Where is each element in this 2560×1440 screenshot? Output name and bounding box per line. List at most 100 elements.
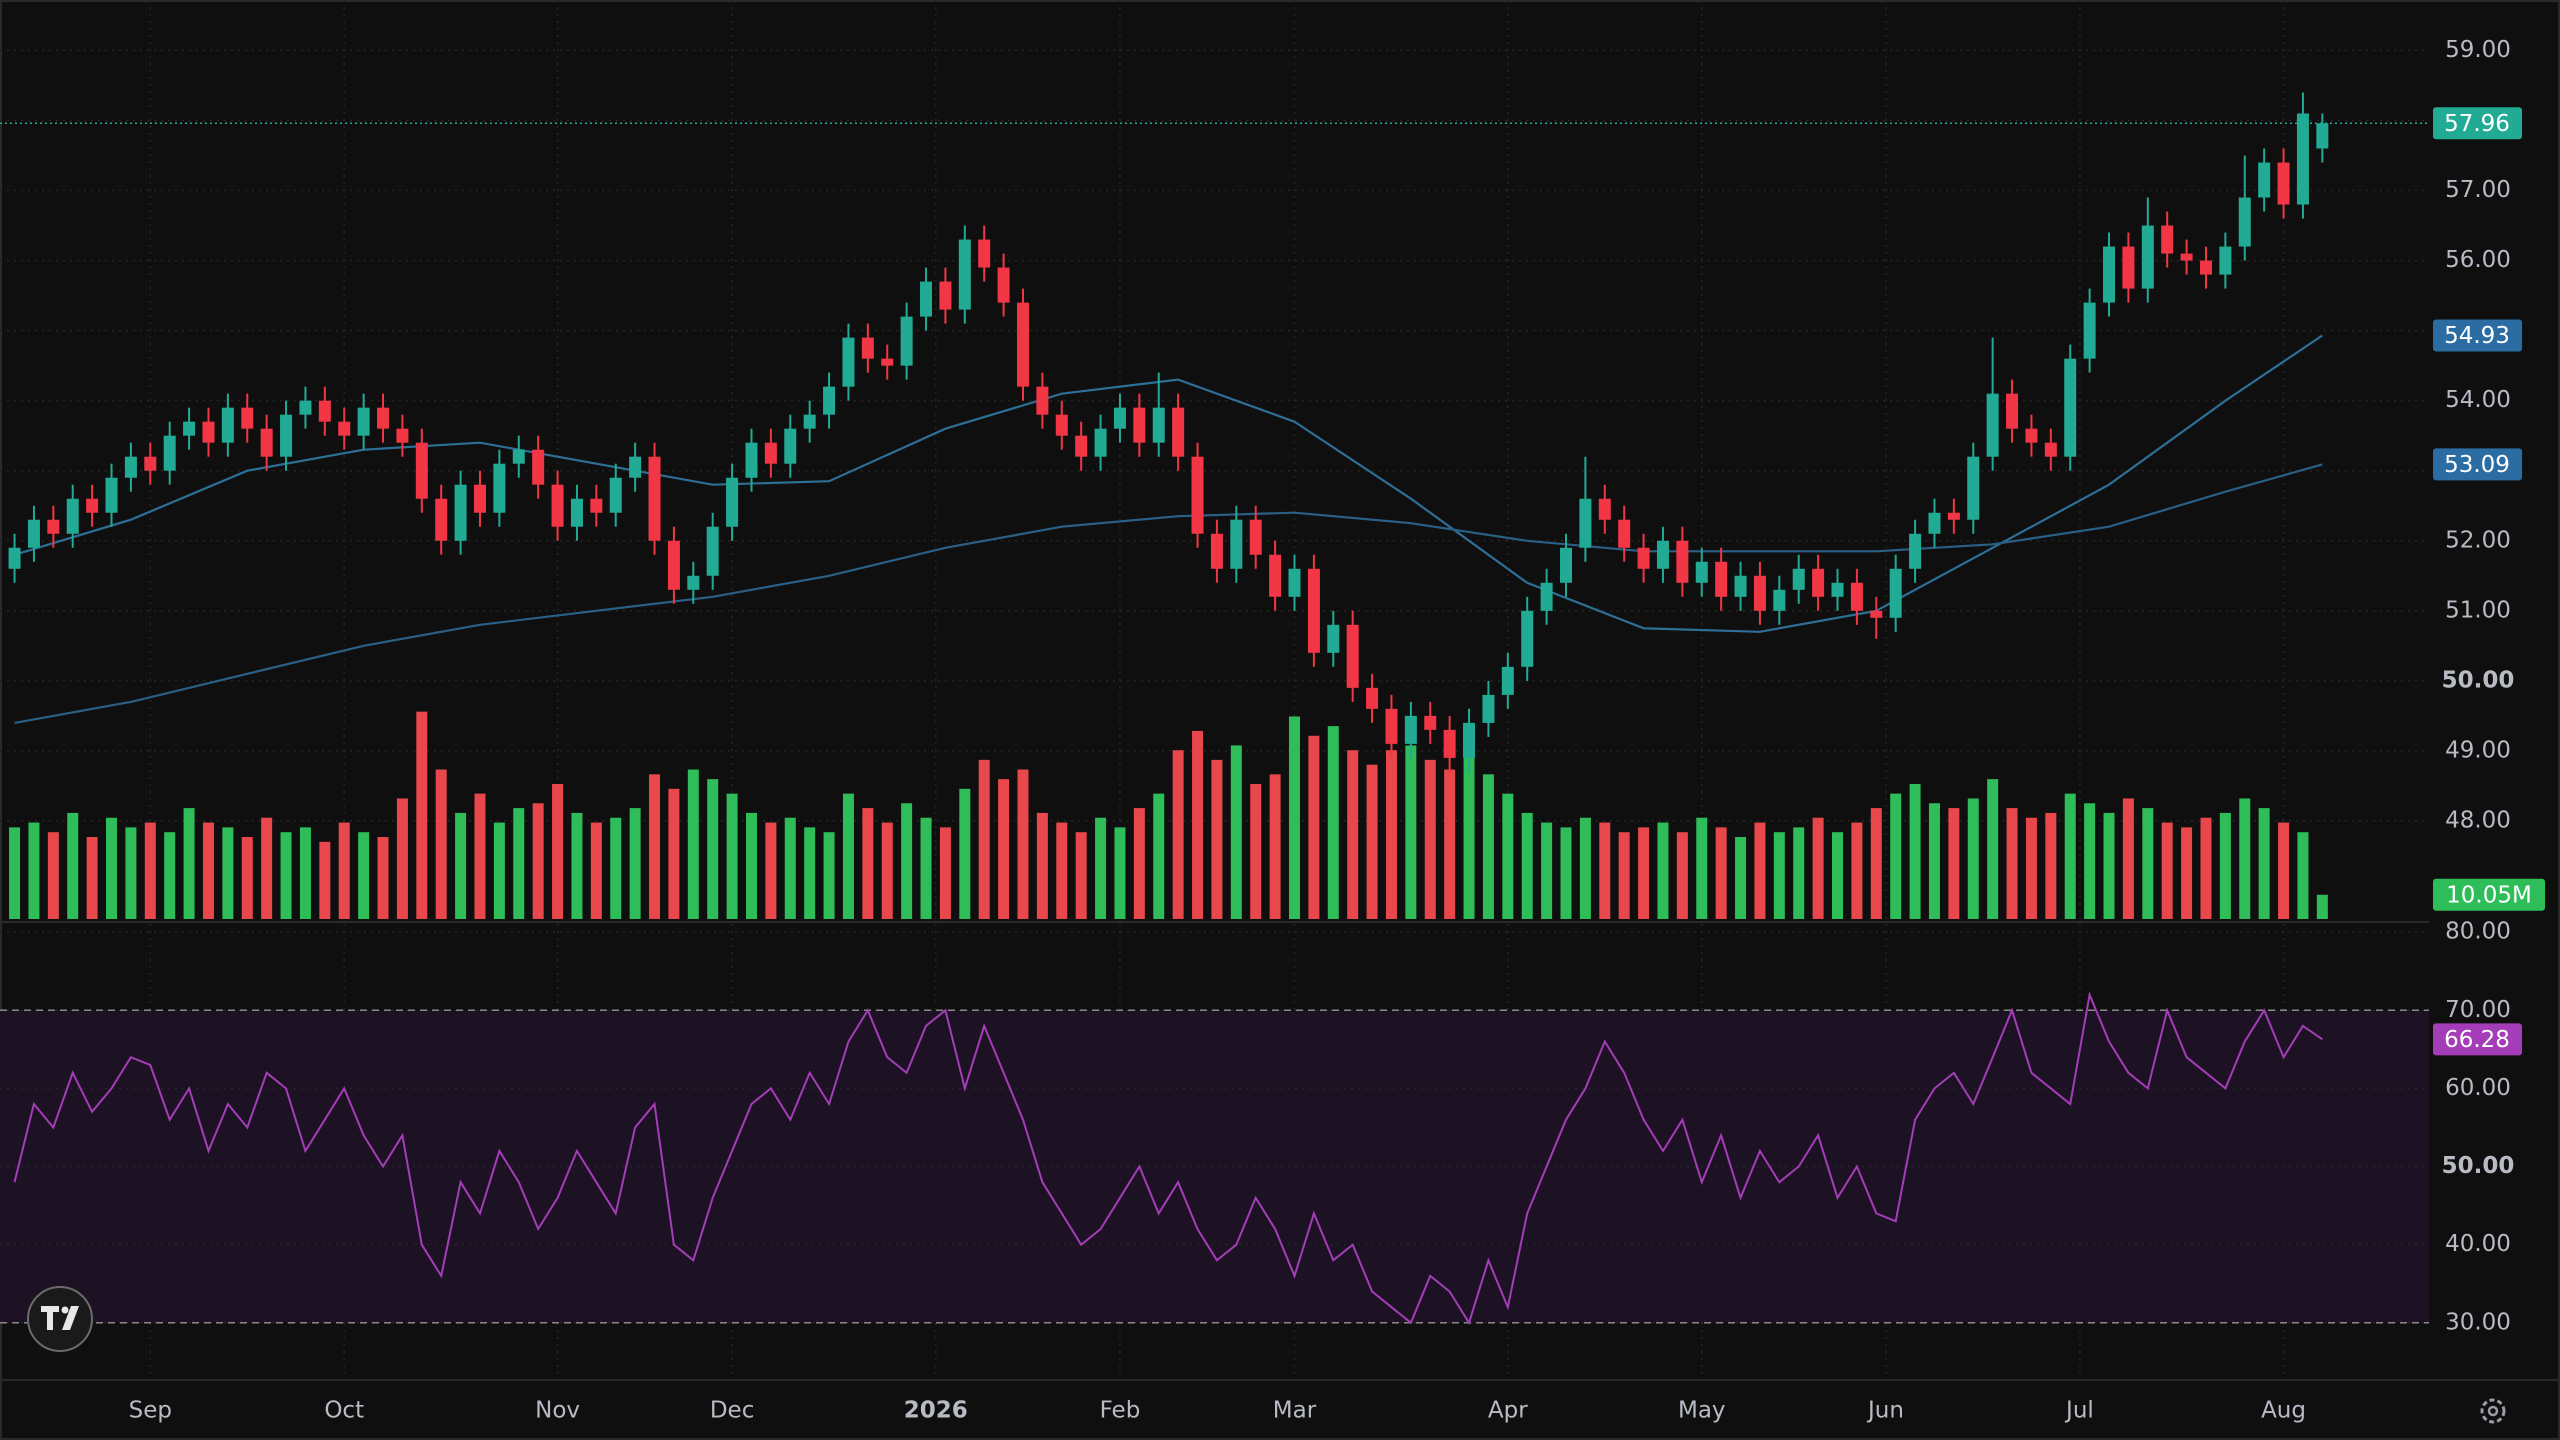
candle-body [415, 442, 428, 499]
candle-body [881, 358, 894, 366]
volume-bar [959, 788, 971, 919]
volume-bar [474, 793, 486, 919]
candle-body [1366, 687, 1379, 709]
volume-bar [1715, 827, 1727, 919]
volume-bar [1405, 745, 1417, 919]
volume-bar [2161, 822, 2173, 919]
volume-bar [396, 798, 408, 919]
candle-body [2180, 253, 2193, 261]
rsi-line [13, 991, 2323, 1326]
volume-bar [2181, 827, 2193, 919]
candle-body [377, 407, 390, 429]
candle-body [1521, 610, 1534, 667]
volume-bar [2006, 808, 2018, 919]
x-tick-label: Mar [1273, 1398, 1317, 1424]
volume-bar [202, 822, 214, 919]
candle-body [435, 498, 448, 541]
candle-body [1346, 624, 1359, 688]
volume-bar [784, 817, 796, 919]
candle-body [648, 456, 661, 541]
volume-bar [1153, 793, 1165, 919]
volume-bar [823, 832, 835, 919]
candle-body [1152, 407, 1165, 443]
volume-bar [901, 803, 913, 919]
x-tick-label: Apr [1488, 1398, 1528, 1424]
candle-body [1598, 498, 1611, 520]
gear-outer [2480, 1398, 2506, 1424]
price-label-box [2433, 107, 2522, 140]
price-label-box [2433, 319, 2522, 352]
candle-body [1501, 666, 1514, 695]
candle-body [454, 484, 467, 541]
candle-body [318, 400, 331, 422]
volume-bar [532, 803, 544, 919]
volume-bar [2045, 812, 2057, 919]
volume-bar [1482, 774, 1494, 919]
volume-bar [1114, 827, 1126, 919]
candle-body [105, 477, 118, 513]
volume-bar [1890, 793, 1902, 919]
candle-body [493, 463, 506, 513]
volume-bar [1366, 764, 1378, 919]
volume-bar [939, 827, 951, 919]
volume-bar [1676, 832, 1688, 919]
volume-bar [280, 832, 292, 919]
candle-body [183, 421, 196, 436]
candle-body [1133, 407, 1146, 443]
volume-bar [1638, 827, 1650, 919]
volume-bar [1327, 726, 1339, 919]
volume-bar [1521, 812, 1533, 919]
candle-body [1210, 533, 1223, 569]
volume-bar [1192, 730, 1204, 919]
candle-body [1113, 407, 1126, 429]
x-tick-label: Jul [2064, 1398, 2094, 1424]
volume-bar [804, 827, 816, 919]
volume-bar [1056, 822, 1068, 919]
volume-bar [2258, 808, 2270, 919]
y-tick-label: 56.00 [2445, 247, 2511, 273]
settings-button[interactable] [2480, 1398, 2506, 1424]
candle-body [609, 477, 622, 513]
candle-body [687, 575, 700, 590]
volume-bar [1502, 793, 1514, 919]
candle-body [2006, 393, 2019, 429]
candle-body [1269, 554, 1282, 597]
volume-bar [1463, 755, 1475, 919]
y-tick-label: 70.00 [2445, 997, 2511, 1023]
candle-body [1812, 568, 1825, 597]
price-label: 57.96 [2444, 111, 2510, 137]
candle-body [473, 484, 486, 513]
volume-bar [2064, 793, 2076, 919]
volume-bar [2103, 812, 2115, 919]
candle-body [1618, 519, 1631, 548]
volume-bar [1308, 735, 1320, 919]
volume-bar [164, 832, 176, 919]
volume-bar [571, 812, 583, 919]
price-label: 54.93 [2444, 323, 2510, 349]
x-tick-label: Sep [129, 1398, 172, 1424]
candle-body [1191, 456, 1204, 534]
volume-bar [1599, 822, 1611, 919]
candle-body [532, 449, 545, 485]
candle-body [997, 267, 1010, 303]
volume-bar [862, 808, 874, 919]
candle-body [1715, 561, 1728, 597]
candle-body [2083, 302, 2096, 359]
volume-bar [358, 832, 370, 919]
candle-body [8, 547, 21, 569]
volume-bar [2239, 798, 2251, 919]
candle-body [2316, 123, 2329, 149]
y-tick-label: 40.00 [2445, 1231, 2511, 1257]
logo-glyph [41, 1306, 59, 1330]
volume-bar [1250, 783, 1262, 919]
candle-body [1734, 575, 1747, 597]
y-tick-label: 57.00 [2445, 177, 2511, 203]
volume-bar [222, 827, 234, 919]
volume-bar [299, 827, 311, 919]
x-tick-label: 2026 [904, 1398, 968, 1424]
candle-body [1016, 302, 1029, 387]
volume-bar [319, 841, 331, 919]
candle-body [1831, 582, 1844, 597]
logo[interactable] [27, 1286, 93, 1352]
